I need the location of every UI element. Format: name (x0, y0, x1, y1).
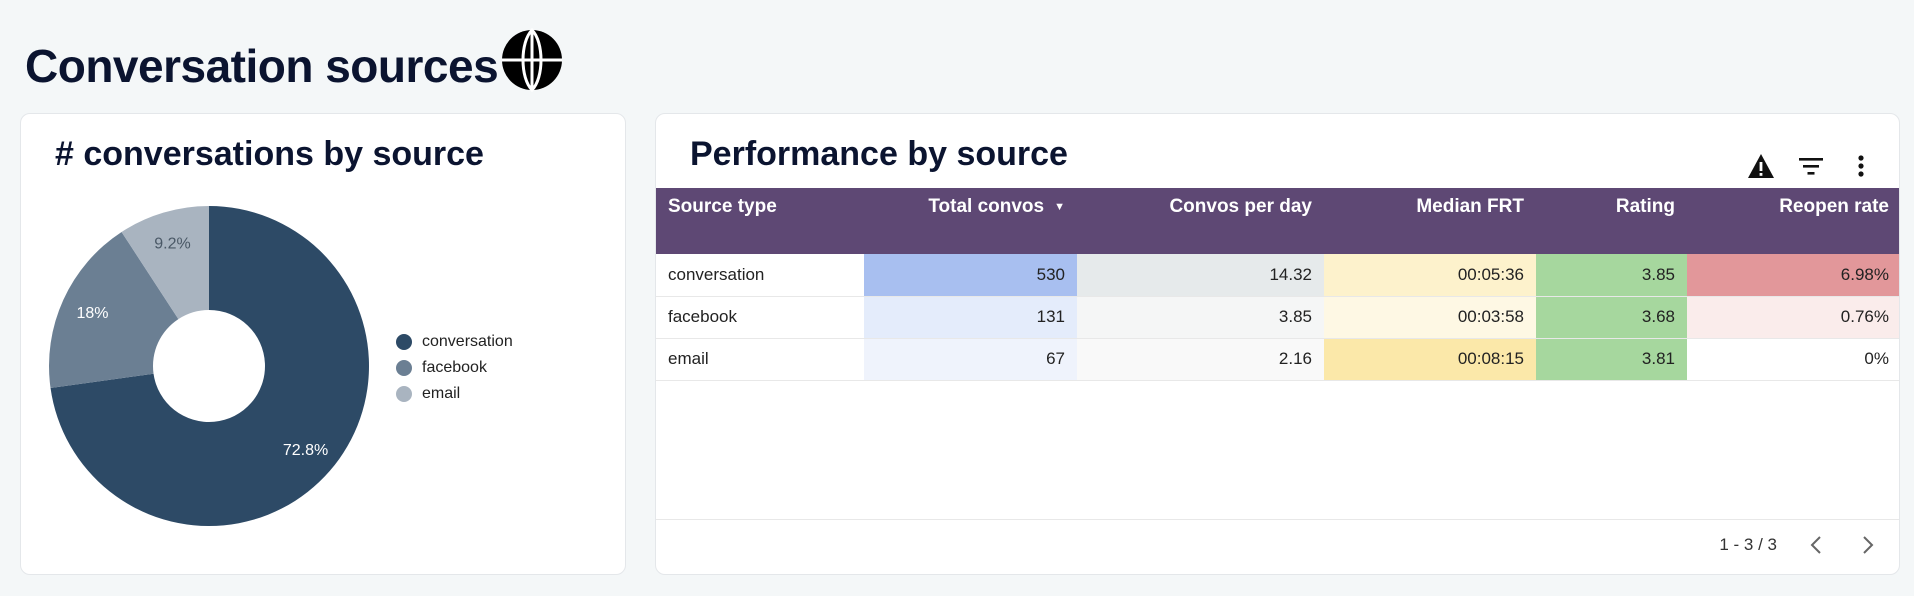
column-header-total-convos[interactable]: Total convos ▼ (864, 188, 1077, 254)
donut-slice-label: 9.2% (154, 235, 190, 252)
column-header-median-frt[interactable]: Median FRT (1324, 188, 1536, 254)
table-cell: email (656, 338, 864, 381)
table-cell: 530 (864, 254, 1077, 297)
table-cell: 00:08:15 (1324, 338, 1536, 381)
sort-desc-icon: ▼ (1054, 200, 1065, 213)
column-header-reopen-rate[interactable]: Reopen rate (1687, 188, 1899, 254)
table-header-row: Source type Total convos ▼ Convos per day… (656, 188, 1899, 254)
performance-table-title: Performance by source (690, 135, 1068, 173)
table-cell: 14.32 (1077, 254, 1324, 297)
donut-slice-email[interactable] (121, 206, 209, 320)
globe-icon (502, 28, 562, 92)
table-cell: facebook (656, 296, 864, 339)
table-footer-divider (656, 519, 1899, 520)
column-header-convos-per-day[interactable]: Convos per day (1077, 188, 1324, 254)
legend-item-conversation[interactable]: conversation (396, 329, 513, 355)
donut-slice-facebook[interactable] (49, 231, 179, 389)
donut-slice-conversation[interactable] (50, 206, 370, 526)
table-cell: conversation (656, 254, 864, 297)
legend-swatch (396, 386, 412, 402)
table-cell: 3.81 (1536, 338, 1687, 381)
donut-chart-title: # conversations by source (55, 135, 484, 173)
table-cell: 131 (864, 296, 1077, 339)
table-cell: 0% (1687, 338, 1899, 381)
legend-label: conversation (422, 333, 513, 350)
table-row[interactable]: conversation 530 14.32 00:05:36 3.85 6.98% (656, 254, 1899, 297)
table-cell: 0.76% (1687, 296, 1899, 339)
column-header-rating[interactable]: Rating (1536, 188, 1687, 254)
filter-icon[interactable] (1797, 152, 1825, 180)
table-row[interactable]: facebook 131 3.85 00:03:58 3.68 0.76% (656, 296, 1899, 339)
performance-table-card: Performance by source Source type Total … (655, 113, 1900, 575)
donut-slice-label: 72.8% (283, 442, 328, 459)
table-cell: 00:05:36 (1324, 254, 1536, 297)
chevron-left-icon[interactable] (1803, 532, 1829, 558)
legend-item-email[interactable]: email (396, 381, 513, 407)
table-cell: 3.68 (1536, 296, 1687, 339)
more-vert-icon[interactable] (1847, 152, 1875, 180)
table-cell: 00:03:58 (1324, 296, 1536, 339)
page-title: Conversation sources (25, 40, 499, 92)
legend-label: email (422, 385, 461, 402)
table-cell: 2.16 (1077, 338, 1324, 381)
pagination: 1 - 3 / 3 (1719, 532, 1881, 558)
column-header-label: Total convos (928, 196, 1045, 217)
table-cell: 3.85 (1536, 254, 1687, 297)
pagination-range: 1 - 3 / 3 (1719, 535, 1777, 554)
table-cell: 3.85 (1077, 296, 1324, 339)
performance-table: Source type Total convos ▼ Convos per day… (656, 188, 1899, 381)
table-cell: 67 (864, 338, 1077, 381)
legend-swatch (396, 360, 412, 376)
table-row[interactable]: email 67 2.16 00:08:15 3.81 0% (656, 338, 1899, 381)
donut-slice-label: 18% (76, 305, 108, 322)
legend-item-facebook[interactable]: facebook (396, 355, 513, 381)
table-cell: 6.98% (1687, 254, 1899, 297)
legend-swatch (396, 334, 412, 350)
warning-icon[interactable] (1747, 152, 1775, 180)
legend-label: facebook (422, 359, 487, 376)
chevron-right-icon[interactable] (1855, 532, 1881, 558)
chart-legend: conversation facebook email (396, 329, 513, 407)
column-header-source-type[interactable]: Source type (656, 188, 864, 254)
donut-chart[interactable]: 72.8% 18% 9.2% (21, 114, 626, 575)
donut-chart-card: # conversations by source 72.8% 18% 9.2% c… (20, 113, 626, 575)
card-toolbar (1747, 152, 1875, 180)
